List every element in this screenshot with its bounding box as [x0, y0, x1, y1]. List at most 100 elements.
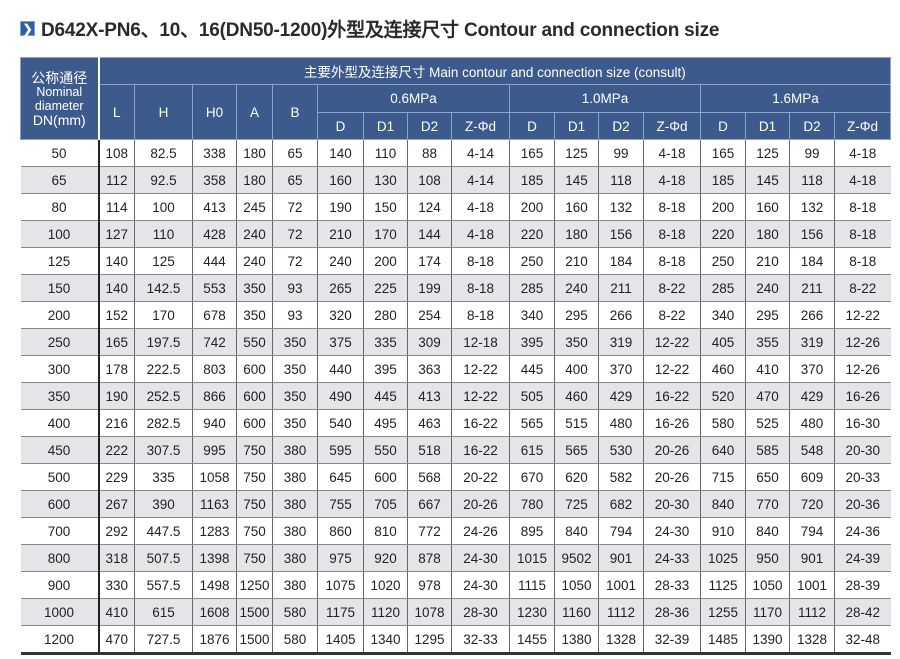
- table-cell: 200: [363, 247, 408, 275]
- table-cell: 470: [98, 625, 135, 655]
- sub-header-z-phi-d: Z-Φd: [833, 112, 892, 140]
- table-cell: 12-26: [833, 355, 891, 383]
- table-cell: 20-26: [451, 490, 510, 518]
- table-cell: 1876: [192, 625, 237, 655]
- table-cell: 180: [236, 166, 273, 194]
- table-cell: 400: [554, 355, 599, 383]
- table-cell: 678: [192, 301, 237, 329]
- table-row: 350 190 252.5 866 600 350 490 445 413 12-22 505 460…: [20, 382, 891, 410]
- table-cell: 245: [236, 193, 273, 221]
- table-cell: 910: [700, 517, 746, 545]
- table-cell: 250: [509, 247, 555, 275]
- table-cell: 1015: [509, 544, 555, 572]
- table-cell: 515: [554, 409, 599, 437]
- table-cell: 470: [745, 382, 790, 410]
- table-cell: 8-18: [451, 274, 510, 302]
- sub-header-d2: D2: [598, 112, 644, 140]
- table-cell: 190: [317, 193, 364, 221]
- table-cell: 20-33: [833, 463, 891, 491]
- dimension-table: 公称通径 Nominal diameter DN(mm) 主要外型及连接尺寸 M…: [20, 57, 892, 655]
- table-cell: 1455: [509, 625, 555, 655]
- table-cell: 1255: [700, 598, 746, 626]
- pressure-header-1.0: 1.0MPa: [509, 84, 701, 113]
- table-cell: 92.5: [134, 166, 193, 194]
- table-cell: 1075: [317, 571, 364, 599]
- table-cell: 112: [98, 166, 135, 194]
- table-cell: 444: [192, 247, 237, 275]
- table-cell: 125: [745, 139, 790, 167]
- sub-header-d2: D2: [407, 112, 452, 140]
- table-cell: 667: [407, 490, 452, 518]
- table-cell: 93: [272, 274, 318, 302]
- table-cell: 125: [134, 247, 193, 275]
- table-cell: 16-22: [643, 382, 701, 410]
- sub-header-d1: D1: [554, 112, 599, 140]
- chevron-right-icon: ❯: [20, 20, 35, 36]
- table-cell: 335: [134, 463, 193, 491]
- table-cell: 615: [134, 598, 193, 626]
- table-cell: 640: [700, 436, 746, 464]
- table-cell: 8-18: [833, 220, 891, 248]
- table-cell: 429: [789, 382, 835, 410]
- dn-cell: 400: [20, 409, 100, 437]
- table-cell: 1295: [407, 625, 452, 655]
- table-cell: 600: [363, 463, 408, 491]
- table-row: 400 216 282.5 940 600 350 540 495 463 16-22 565 515…: [20, 409, 891, 437]
- table-cell: 32-39: [643, 625, 701, 655]
- table-cell: 1250: [236, 571, 273, 599]
- table-cell: 12-18: [451, 328, 510, 356]
- table-cell: 4-18: [451, 220, 510, 248]
- table-cell: 165: [509, 139, 555, 167]
- table-cell: 184: [598, 247, 644, 275]
- table-cell: 220: [509, 220, 555, 248]
- table-cell: 940: [192, 409, 237, 437]
- table-cell: 580: [700, 409, 746, 437]
- table-cell: 24-30: [643, 517, 701, 545]
- table-cell: 4-14: [451, 166, 510, 194]
- table-cell: 295: [554, 301, 599, 329]
- table-cell: 170: [363, 220, 408, 248]
- table-cell: 615: [509, 436, 555, 464]
- dn-header: 公称通径 Nominal diameter DN(mm): [20, 57, 100, 140]
- table-cell: 309: [407, 328, 452, 356]
- table-cell: 525: [745, 409, 790, 437]
- table-cell: 254: [407, 301, 452, 329]
- sub-header-d: D: [509, 112, 555, 140]
- table-cell: 156: [789, 220, 835, 248]
- table-cell: 152: [98, 301, 135, 329]
- table-cell: 16-26: [833, 382, 891, 410]
- table-cell: 390: [134, 490, 193, 518]
- table-cell: 1170: [745, 598, 790, 626]
- table-cell: 350: [272, 328, 318, 356]
- table-cell: 4-18: [643, 166, 701, 194]
- table-cell: 750: [236, 490, 273, 518]
- pressure-header-1.6: 1.6MPa: [699, 84, 892, 113]
- table-cell: 4-18: [833, 166, 891, 194]
- table-cell: 363: [407, 355, 452, 383]
- table-cell: 12-22: [643, 328, 701, 356]
- table-cell: 12-22: [451, 382, 510, 410]
- table-cell: 20-36: [833, 490, 891, 518]
- table-cell: 145: [554, 166, 599, 194]
- table-cell: 840: [745, 517, 790, 545]
- table-row: 300 178 222.5 803 600 350 440 395 363 12-22 445 400…: [20, 355, 891, 383]
- table-cell: 267: [98, 490, 135, 518]
- table-cell: 1078: [407, 598, 452, 626]
- table-cell: 28-36: [643, 598, 701, 626]
- table-cell: 82.5: [134, 139, 193, 167]
- table-cell: 840: [700, 490, 746, 518]
- table-cell: 370: [789, 355, 835, 383]
- table-cell: 160: [554, 193, 599, 221]
- table-cell: 4-18: [833, 139, 891, 167]
- table-cell: 28-30: [451, 598, 510, 626]
- dn-cell: 600: [20, 490, 100, 518]
- table-cell: 901: [789, 544, 835, 572]
- table-cell: 715: [700, 463, 746, 491]
- table-cell: 901: [598, 544, 644, 572]
- table-cell: 1020: [363, 571, 408, 599]
- table-cell: 160: [317, 166, 364, 194]
- table-cell: 335: [363, 328, 408, 356]
- table-cell: 557.5: [134, 571, 193, 599]
- table-cell: 225: [363, 274, 408, 302]
- dn-header-en1: Nominal: [36, 84, 83, 99]
